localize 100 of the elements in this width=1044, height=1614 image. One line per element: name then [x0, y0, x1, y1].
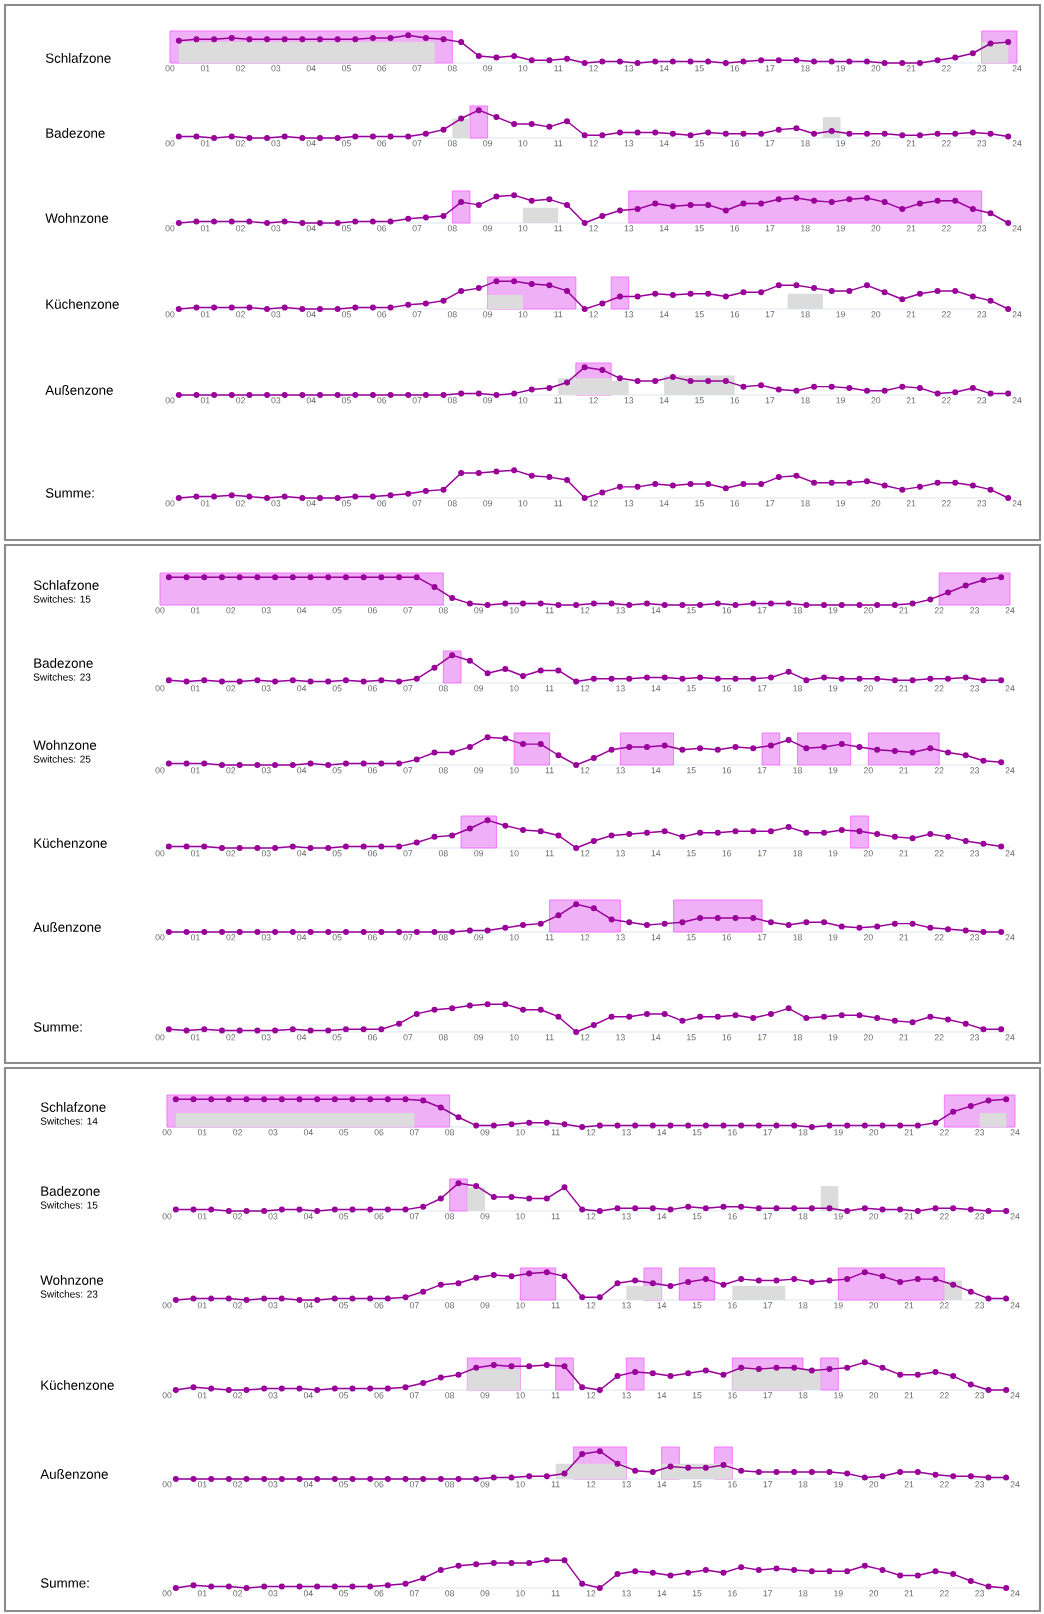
x-tick-label: 20: [871, 225, 881, 232]
point: [307, 1027, 314, 1034]
x-tick-label: 23: [977, 397, 987, 404]
point: [528, 197, 535, 204]
x-tick-label: 06: [368, 685, 377, 692]
x-tick-label: 23: [970, 850, 980, 857]
point: [909, 1019, 916, 1026]
point: [634, 129, 641, 136]
point: [378, 1026, 385, 1033]
x-tick-label: 15: [695, 140, 704, 147]
x-tick-label: 22: [939, 1302, 949, 1309]
point: [626, 675, 633, 682]
x-tick-label: 04: [297, 685, 307, 692]
point: [349, 1295, 356, 1302]
point: [856, 601, 863, 608]
point: [614, 1373, 621, 1380]
point: [697, 1013, 704, 1020]
point: [608, 675, 615, 682]
x-tick-label: 17: [765, 140, 775, 147]
point: [950, 1373, 957, 1380]
point: [626, 831, 633, 838]
point: [378, 760, 385, 767]
point: [564, 287, 571, 294]
point: [325, 1027, 332, 1034]
point: [914, 1371, 921, 1378]
x-tick-label: 07: [409, 1392, 419, 1399]
point: [475, 285, 482, 292]
point: [750, 745, 757, 752]
point: [740, 130, 747, 137]
x-tick-label: 17: [765, 500, 775, 507]
x-tick-label: 05: [339, 1302, 349, 1309]
x-tick-label: 07: [403, 934, 413, 941]
point: [952, 389, 959, 396]
x-tick-label: 15: [695, 65, 704, 72]
x-tick-label: 01: [190, 934, 200, 941]
point: [596, 1207, 603, 1214]
point: [962, 752, 969, 759]
x-tick-label: 24: [1010, 1213, 1020, 1220]
point: [449, 749, 456, 756]
point: [537, 741, 544, 748]
point: [767, 674, 774, 681]
x-tick-label: 09: [483, 397, 493, 404]
x-tick-label: 08: [445, 1302, 455, 1309]
point: [278, 1583, 285, 1590]
x-tick-label: 13: [624, 140, 634, 147]
point: [667, 1206, 674, 1213]
point: [387, 218, 394, 225]
x-tick-label: 08: [438, 934, 448, 941]
point: [758, 289, 765, 296]
x-tick-label: 10: [516, 1590, 525, 1597]
point: [791, 1364, 798, 1371]
point: [243, 1296, 250, 1303]
point: [952, 54, 959, 61]
point: [384, 1385, 391, 1392]
x-tick-label: 02: [236, 500, 245, 507]
point: [508, 1474, 515, 1481]
point: [950, 1205, 957, 1212]
point: [945, 926, 952, 933]
point: [826, 1366, 833, 1373]
point: [897, 1469, 904, 1476]
point: [669, 373, 676, 380]
point: [1005, 219, 1012, 226]
point: [422, 488, 429, 495]
x-tick-label: 14: [657, 1392, 667, 1399]
point: [879, 1206, 886, 1213]
point: [420, 1097, 427, 1104]
point: [190, 1475, 197, 1482]
point: [667, 1122, 674, 1129]
point: [466, 657, 473, 664]
point: [705, 290, 712, 297]
x-tick-label: 12: [586, 1481, 596, 1488]
point: [632, 1122, 639, 1129]
point: [254, 761, 261, 768]
x-tick-label: 15: [687, 934, 696, 941]
point: [773, 1205, 780, 1212]
point: [384, 1295, 391, 1302]
point: [702, 1276, 709, 1283]
point: [440, 486, 447, 493]
point: [608, 600, 615, 607]
point: [183, 678, 190, 685]
x-tick-label: 19: [836, 397, 845, 404]
point: [405, 32, 412, 39]
point: [581, 305, 588, 312]
x-tick-label: 14: [657, 1302, 667, 1309]
x-tick-label: 21: [904, 1302, 914, 1309]
point: [750, 915, 757, 922]
point: [236, 928, 243, 935]
point: [649, 1569, 656, 1576]
point: [208, 1583, 215, 1590]
x-tick-label: 11: [545, 934, 554, 941]
point: [165, 677, 172, 684]
point: [201, 1026, 208, 1033]
point: [581, 364, 588, 371]
x-tick-label: 06: [377, 65, 387, 72]
point: [555, 667, 562, 674]
point: [785, 600, 792, 607]
point: [596, 1294, 603, 1301]
point: [331, 1583, 338, 1590]
x-tick-label: 13: [622, 1481, 631, 1488]
point: [201, 677, 208, 684]
